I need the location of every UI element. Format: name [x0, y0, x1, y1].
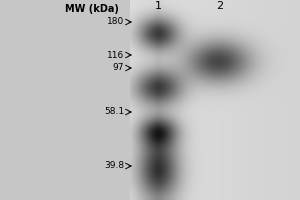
Text: 1: 1 — [154, 1, 161, 11]
Text: 2: 2 — [216, 1, 224, 11]
Text: 116: 116 — [107, 50, 124, 60]
Text: 97: 97 — [112, 64, 124, 72]
Text: 58.1: 58.1 — [104, 108, 124, 116]
Text: 180: 180 — [107, 18, 124, 26]
Text: 39.8: 39.8 — [104, 162, 124, 170]
Text: MW (kDa): MW (kDa) — [65, 4, 119, 14]
